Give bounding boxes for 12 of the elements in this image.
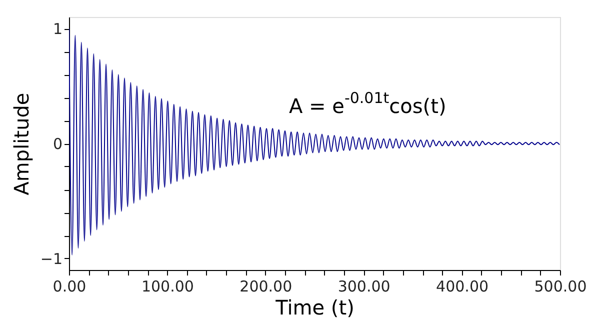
x-tick-label: 500.00	[534, 278, 587, 296]
x-tick-label: 0.00	[52, 278, 86, 296]
x-tick-label: 400.00	[436, 278, 489, 296]
y-axis-title: Amplitude	[9, 92, 34, 196]
x-tick-label: 100.00	[141, 278, 194, 296]
x-tick-label: 300.00	[338, 278, 390, 296]
y-tick-label: −1	[40, 250, 62, 268]
y-tick-label: 1	[52, 20, 62, 38]
x-axis-title: Time (t)	[274, 296, 354, 320]
line-series	[69, 28, 560, 256]
y-tick-label: 0	[52, 135, 62, 153]
x-tick-label: 200.00	[240, 278, 292, 296]
